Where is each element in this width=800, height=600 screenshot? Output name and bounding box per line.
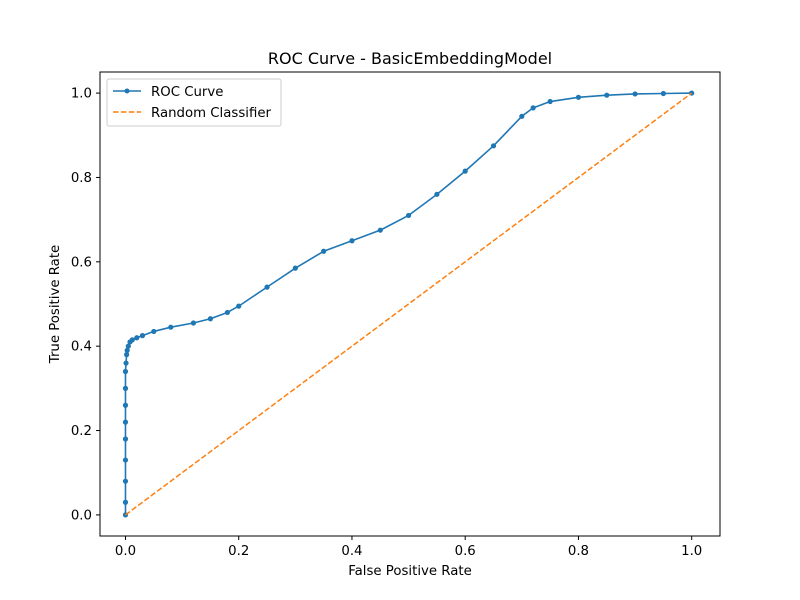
x-tick-label: 0.0: [115, 544, 136, 559]
legend: ROC Curve Random Classifier: [106, 78, 282, 127]
series-point: [122, 368, 129, 375]
series-point: [224, 309, 230, 316]
y-tick-label: 1.0: [71, 87, 92, 102]
series-point: [236, 303, 242, 309]
series-point: [190, 320, 197, 326]
series-line: [125, 92, 693, 516]
series-point: [462, 168, 468, 174]
series-point: [123, 360, 129, 366]
series-point: [405, 212, 412, 219]
legend-box: [106, 78, 282, 127]
y-tick-label: 0.4: [71, 340, 92, 355]
series-point: [377, 227, 383, 233]
series-point: [632, 91, 638, 97]
x-tick-label: 0.4: [341, 544, 362, 559]
y-axis: 0.0 0.2 0.4 0.6 0.8 1.0: [71, 87, 100, 523]
y-tick-label: 0.6: [71, 255, 92, 270]
series-point: [264, 284, 270, 290]
plot-area-frame: [99, 71, 721, 537]
series-point: [207, 316, 214, 322]
series-point: [530, 105, 536, 111]
x-tick-label: 0.6: [455, 544, 476, 559]
series-point: [122, 436, 129, 442]
series-point: [134, 335, 140, 341]
series-point: [122, 478, 129, 484]
y-axis-label: True Positive Rate: [48, 245, 63, 364]
series-point: [349, 238, 355, 244]
series-line: [124, 92, 693, 516]
legend-label-random: Random Classifier: [151, 106, 272, 121]
series-point: [129, 337, 135, 343]
x-tick-label: 0.2: [228, 544, 249, 559]
series-point: [122, 457, 129, 463]
series-point: [604, 92, 610, 98]
series-point: [122, 402, 129, 408]
series-point: [124, 347, 130, 353]
series-point: [434, 191, 440, 197]
series-point: [575, 94, 582, 100]
y-tick-label: 0.2: [71, 424, 92, 439]
series-point: [139, 333, 146, 339]
series-point: [125, 343, 131, 349]
y-tick-label: 0.0: [71, 508, 92, 523]
series-point: [122, 499, 129, 505]
series-point: [151, 328, 157, 335]
x-axis: 0.0 0.2 0.4 0.6 0.8 1.0: [115, 536, 702, 559]
series-point: [122, 419, 129, 425]
series-point: [519, 113, 525, 119]
y-tick-label: 0.8: [71, 171, 92, 186]
series-point: [490, 143, 497, 149]
series-point: [321, 248, 327, 254]
x-tick-label: 0.8: [568, 544, 589, 559]
legend-marker-roc: [124, 88, 130, 94]
x-tick-label: 1.0: [681, 544, 702, 559]
x-axis-label: False Positive Rate: [348, 564, 472, 579]
series-point: [660, 90, 666, 97]
series-point: [122, 385, 129, 391]
series-point: [547, 98, 553, 105]
series-point: [124, 352, 130, 358]
series-point: [292, 265, 298, 271]
legend-label-roc: ROC Curve: [151, 85, 223, 100]
series-layer: [122, 90, 695, 518]
chart-title: ROC Curve - BasicEmbeddingModel: [268, 49, 552, 68]
series-point: [168, 324, 174, 330]
